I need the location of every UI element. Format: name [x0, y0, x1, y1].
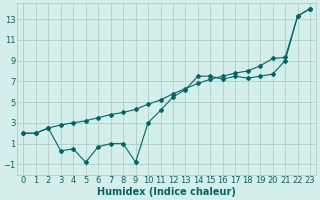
X-axis label: Humidex (Indice chaleur): Humidex (Indice chaleur) [97, 187, 236, 197]
